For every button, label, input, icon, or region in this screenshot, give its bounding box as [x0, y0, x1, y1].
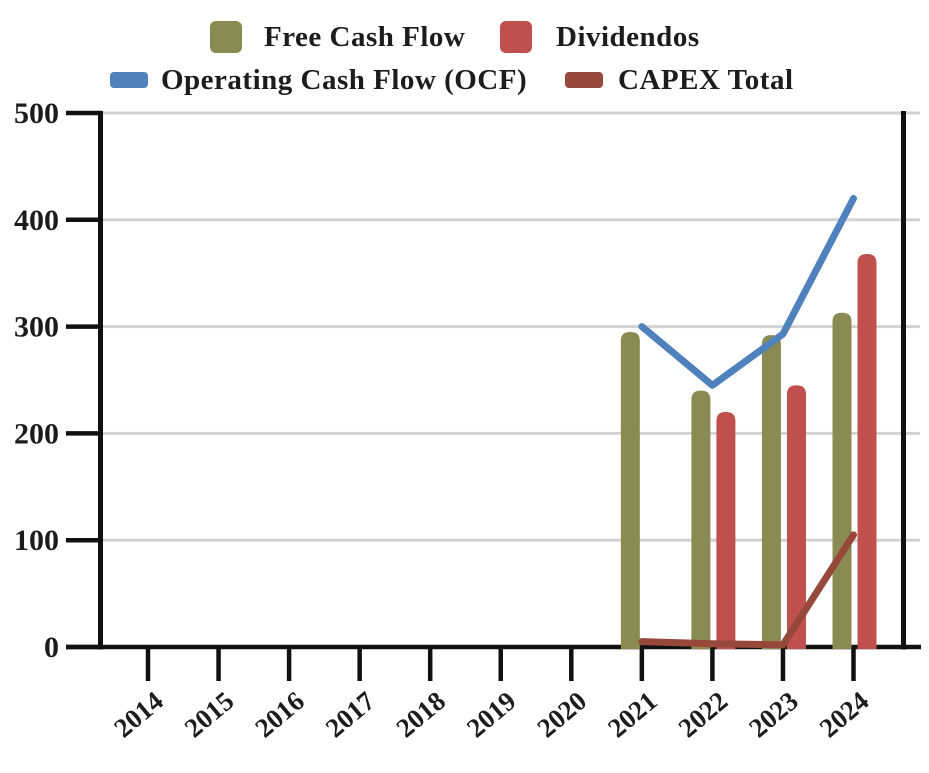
legend-swatch-capex-total-icon [565, 72, 603, 88]
x-tick-label: 2016 [249, 686, 310, 744]
x-tick-label: 2015 [179, 686, 240, 744]
chart-legend: Free Cash Flow Dividendos Operating Cash… [0, 0, 929, 110]
x-tick-label: 2023 [743, 686, 804, 744]
y-tick-label: 500 [14, 97, 59, 130]
bar-free-cash-flow-2022 [691, 390, 711, 649]
legend-label-dividendos: Dividendos [556, 20, 700, 53]
bar-free-cash-flow-2024 [832, 312, 852, 649]
x-tick-label: 2020 [532, 686, 593, 744]
bar-dividendos-2022 [716, 412, 736, 649]
y-tick-label: 300 [14, 311, 59, 344]
legend-item-capex-total: CAPEX Total [565, 64, 794, 96]
legend-item-operating-cash-flow: Operating Cash Flow (OCF) [110, 64, 527, 96]
bar-dividendos-2023 [786, 385, 806, 649]
bar-free-cash-flow-2021 [620, 331, 640, 649]
x-tick-label: 2022 [673, 686, 734, 744]
legend-label-free-cash-flow: Free Cash Flow [264, 20, 466, 53]
legend-label-operating-cash-flow: Operating Cash Flow (OCF) [161, 63, 528, 96]
x-tick-label: 2017 [320, 686, 381, 744]
x-tick-label: 2021 [602, 686, 663, 744]
legend-label-capex-total: CAPEX Total [618, 63, 794, 96]
x-tick-label: 2019 [461, 686, 522, 744]
legend-swatch-operating-cash-flow-icon [110, 72, 148, 88]
legend-swatch-dividendos-icon [500, 21, 532, 53]
bar-free-cash-flow-2023 [761, 335, 781, 649]
x-tick-label: 2014 [108, 686, 169, 744]
y-tick-label: 100 [14, 524, 59, 557]
y-tick-label: 200 [14, 417, 59, 450]
legend-item-dividendos: Dividendos [500, 16, 700, 58]
line-capex-total [638, 531, 857, 649]
legend-swatch-free-cash-flow-icon [210, 21, 242, 53]
line-operating-cash-flow-ocf- [638, 194, 857, 389]
bar-dividendos-2024 [857, 253, 877, 649]
y-tick-label: 0 [44, 631, 59, 664]
x-tick-label: 2024 [814, 686, 875, 744]
x-tick-label: 2018 [390, 686, 451, 744]
y-tick-label: 400 [14, 204, 59, 237]
legend-item-free-cash-flow: Free Cash Flow [210, 16, 465, 58]
